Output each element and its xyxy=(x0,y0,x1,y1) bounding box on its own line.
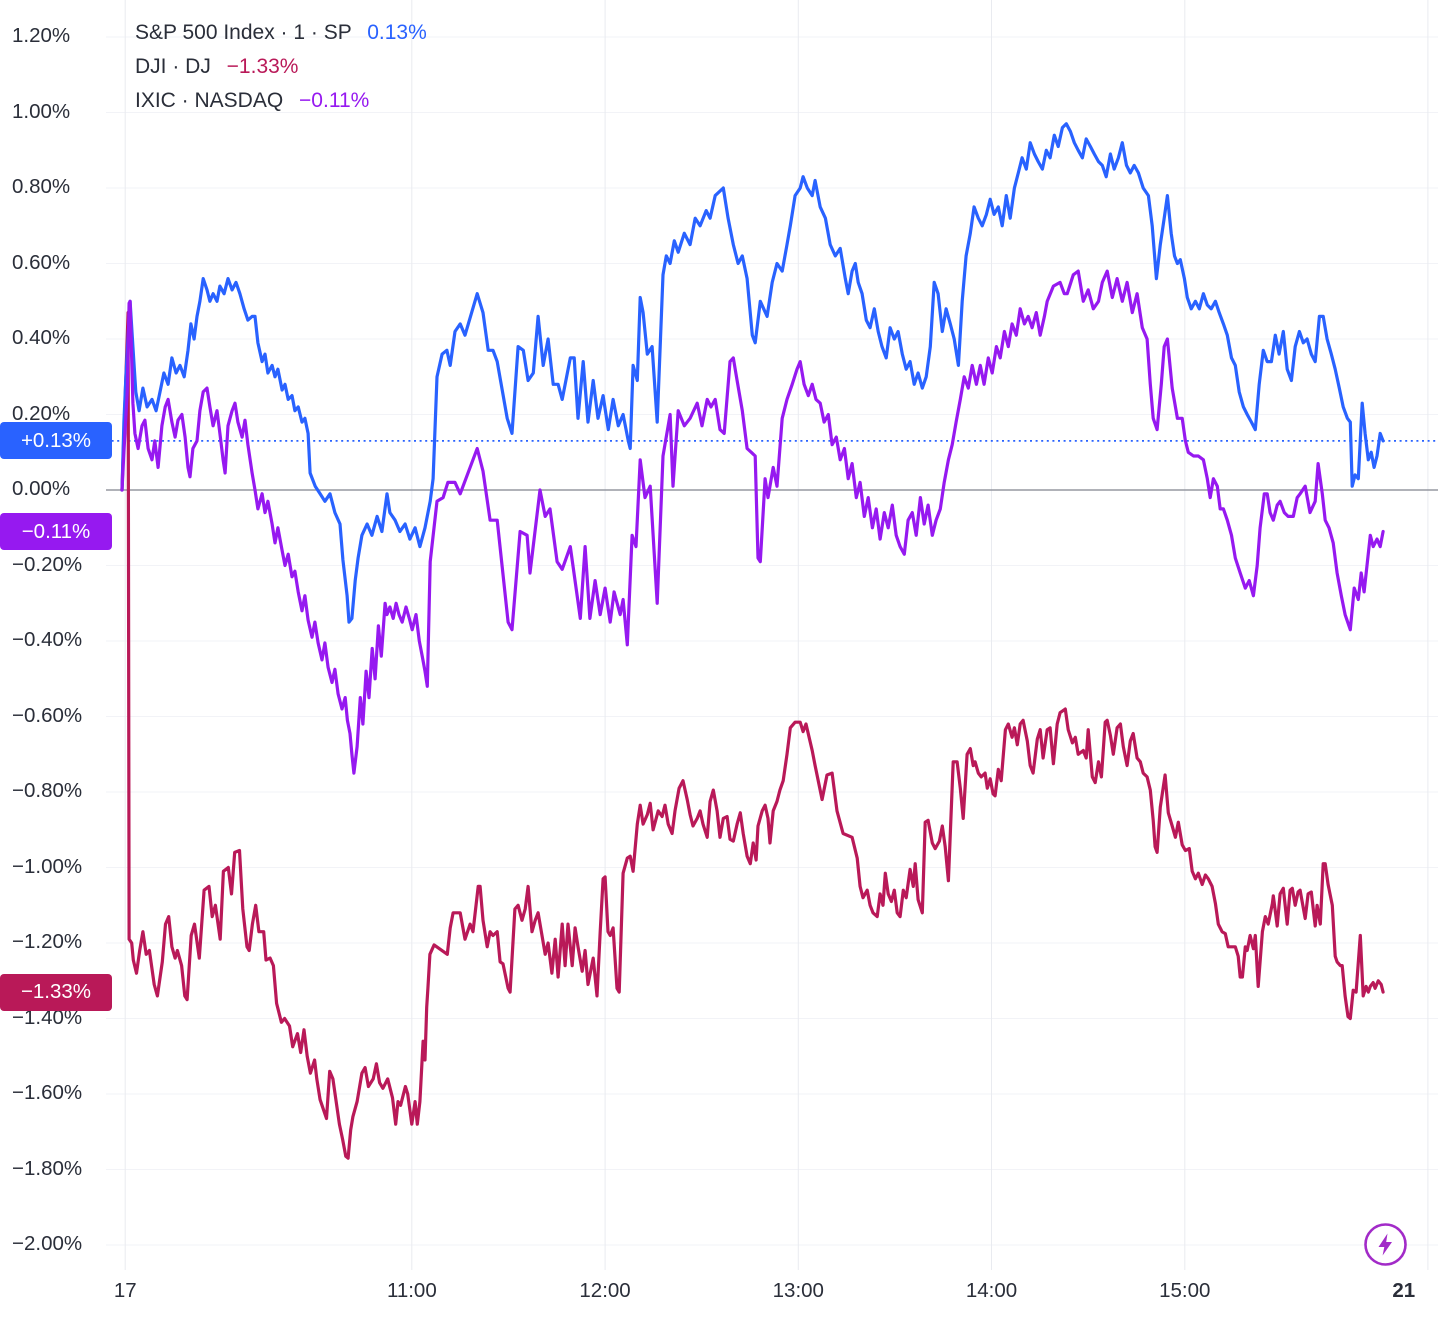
lightning-boost-button[interactable] xyxy=(1362,1221,1409,1268)
lightning-icon xyxy=(1364,1223,1407,1266)
legend-row-ixic[interactable]: IXIC · NASDAQ −0.11% xyxy=(135,84,427,118)
y-axis-label: −1.00% xyxy=(12,854,83,878)
legend-row-dji[interactable]: DJI · DJ −1.33% xyxy=(135,50,427,84)
series-line[interactable] xyxy=(120,122,1385,624)
y-axis-label: −0.60% xyxy=(12,703,83,727)
x-axis-label: 14:00 xyxy=(965,1279,1018,1302)
x-axis-label: 21 xyxy=(1392,1279,1416,1302)
y-axis-label: −1.20% xyxy=(12,930,83,953)
y-axis-label: −1.40% xyxy=(12,1005,83,1029)
y-axis-label: 0.40% xyxy=(12,326,71,349)
price-label-sp500: +0.13% xyxy=(0,422,112,460)
series-line[interactable] xyxy=(120,269,1385,775)
y-axis-label: −0.40% xyxy=(12,628,83,651)
legend-change-dji: −1.33% xyxy=(226,55,299,78)
y-axis-label: 0.60% xyxy=(12,250,71,274)
y-axis-label: −2.00% xyxy=(12,1232,83,1255)
y-axis-label: 0.80% xyxy=(12,175,71,198)
y-axis-label: −1.80% xyxy=(12,1156,83,1180)
legend-change-ixic: −0.11% xyxy=(299,89,370,112)
legend-symbol-ixic: IXIC · NASDAQ xyxy=(135,89,284,112)
y-axis-label: 0.20% xyxy=(12,401,71,425)
y-axis-label: 1.00% xyxy=(12,99,71,123)
price-label-dji: −1.33% xyxy=(0,973,112,1011)
legend-symbol-sp500: S&P 500 Index · 1 · SP xyxy=(135,21,352,44)
legend-row-sp500[interactable]: S&P 500 Index · 1 · SP 0.13% xyxy=(135,16,427,50)
y-axis-label: −1.60% xyxy=(12,1081,83,1104)
price-label-ixic: −0.11% xyxy=(0,513,112,551)
x-axis-label: 12:00 xyxy=(579,1279,631,1302)
x-axis-label: 11:00 xyxy=(386,1279,437,1302)
y-axis-label: 1.20% xyxy=(12,24,71,47)
legend-symbol-dji: DJI · DJ xyxy=(135,55,211,78)
series-line[interactable] xyxy=(120,311,1385,1160)
x-axis-label: 17 xyxy=(113,1279,137,1302)
y-axis-label: 0.00% xyxy=(12,477,71,500)
x-axis-label: 13:00 xyxy=(772,1279,824,1302)
y-axis-label: −0.20% xyxy=(12,552,83,576)
chart-legend: S&P 500 Index · 1 · SP 0.13% DJI · DJ −1… xyxy=(135,16,427,118)
x-axis-label: 15:00 xyxy=(1159,1279,1211,1302)
y-axis-label: −0.80% xyxy=(12,779,83,802)
legend-change-sp500: 0.13% xyxy=(367,21,427,44)
